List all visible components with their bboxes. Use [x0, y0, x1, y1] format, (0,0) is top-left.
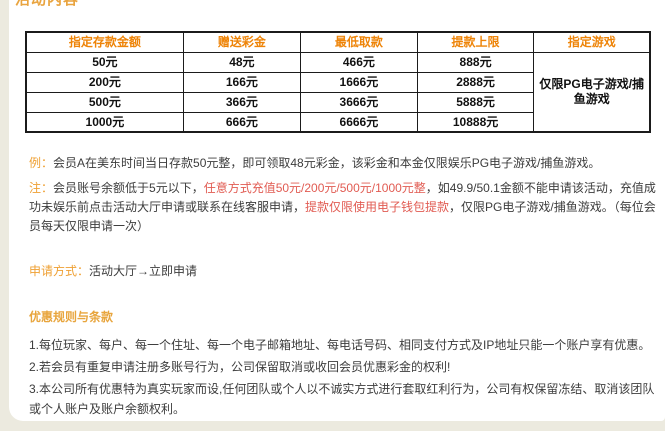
apply-method-line: 申请方式：活动大厅→立即申请 — [29, 262, 651, 281]
rule-item-3: 3.本公司所有优惠特为真实玩家而设,任何团队或个人以不诚实方式进行套取红利行为，… — [29, 382, 655, 416]
cell-min-withdraw: 466元 — [300, 51, 418, 73]
rules-section: 优惠规则与条款 1.每位玩家、每户、每一个住址、每一个电子邮箱地址、每电话号码、… — [29, 308, 654, 421]
apply-method-label: 申请方式： — [29, 264, 90, 278]
col-header-game: 指定游戏 — [533, 31, 651, 53]
cell-deposit: 200元 — [25, 71, 184, 93]
col-header-bonus: 赠送彩金 — [182, 31, 302, 53]
page-title: 活动内容 — [15, 0, 79, 9]
note-label: 注： — [29, 181, 54, 195]
cell-deposit: 1000元 — [25, 111, 184, 133]
cell-min-withdraw: 1666元 — [300, 71, 418, 93]
col-header-deposit: 指定存款金额 — [25, 31, 184, 53]
example-text: 会员A在美东时间当日存款50元整，即可领取48元彩金，该彩金和本金仅限娱乐PG电… — [53, 156, 601, 170]
note-highlight-deposit: 任意方式充值50元/200元/500元/1000元整 — [203, 181, 426, 195]
cell-withdraw-limit: 2888元 — [416, 71, 535, 93]
note-text-2: ，如49.9/50.1金额不能申请该活动，充值成功未娱乐前点击活动大厅申请或联系… — [29, 181, 656, 214]
cell-min-withdraw: 6666元 — [300, 111, 418, 133]
col-header-withdraw-limit: 提款上限 — [416, 31, 535, 53]
apply-method-text: 活动大厅→立即申请 — [89, 264, 198, 278]
note-paragraph: 注：会员账号余额低于5元以下，任意方式充值50元/200元/500元/1000元… — [29, 179, 665, 236]
note-highlight-wallet: 提款仅限使用电子钱包提款 — [305, 200, 450, 214]
cell-deposit: 500元 — [25, 91, 184, 113]
table-header-row: 指定存款金额 赠送彩金 最低取款 提款上限 指定游戏 — [25, 31, 651, 53]
table-row: 1000元 666元 6666元 10888元 — [25, 111, 650, 133]
promo-card: 活动内容 指定存款金额 赠送彩金 最低取款 提款上限 指定游戏 50元 48元 — [9, 0, 665, 421]
designated-game-cell: 仅限PG电子游戏/捕鱼游戏 — [533, 51, 651, 133]
cell-withdraw-limit: 5888元 — [416, 91, 535, 113]
table-row: 50元 48元 466元 888元 仅限PG电子游戏/捕鱼游戏 — [25, 51, 651, 133]
cell-withdraw-limit: 888元 — [416, 51, 535, 73]
note-text-1: 会员账号余额低于5元以下， — [53, 181, 204, 195]
cell-bonus: 666元 — [182, 111, 302, 133]
example-paragraph: 例：会员A在美东时间当日存款50元整，即可领取48元彩金，该彩金和本金仅限娱乐P… — [29, 154, 651, 173]
cell-withdraw-limit: 10888元 — [416, 111, 535, 133]
example-label: 例： — [29, 156, 54, 170]
rules-title: 优惠规则与条款 — [29, 310, 114, 324]
deposit-bonus-table: 指定存款金额 赠送彩金 最低取款 提款上限 指定游戏 50元 48元 466元 … — [25, 31, 651, 133]
cell-deposit: 50元 — [25, 51, 184, 73]
cell-min-withdraw: 3666元 — [300, 91, 418, 113]
note-text-3: ，仅限PG电子游戏/捕鱼游戏。（每位会员每天仅限申请一次） — [29, 200, 656, 233]
promo-content: 指定存款金额 赠送彩金 最低取款 提款上限 指定游戏 50元 48元 466元 … — [9, 31, 665, 421]
rule-item-1: 1.每位玩家、每户、每一个住址、每一个电子邮箱地址、每电话号码、相同支付方式及I… — [29, 338, 651, 352]
col-header-min-withdraw: 最低取款 — [300, 31, 418, 53]
cell-bonus: 166元 — [182, 71, 302, 93]
rule-item-2: 2.若会员有重复申请注册多账号行为，公司保留取消或收回会员优惠彩金的权利! — [29, 360, 451, 374]
cell-bonus: 48元 — [182, 51, 302, 73]
cell-bonus: 366元 — [182, 91, 302, 113]
